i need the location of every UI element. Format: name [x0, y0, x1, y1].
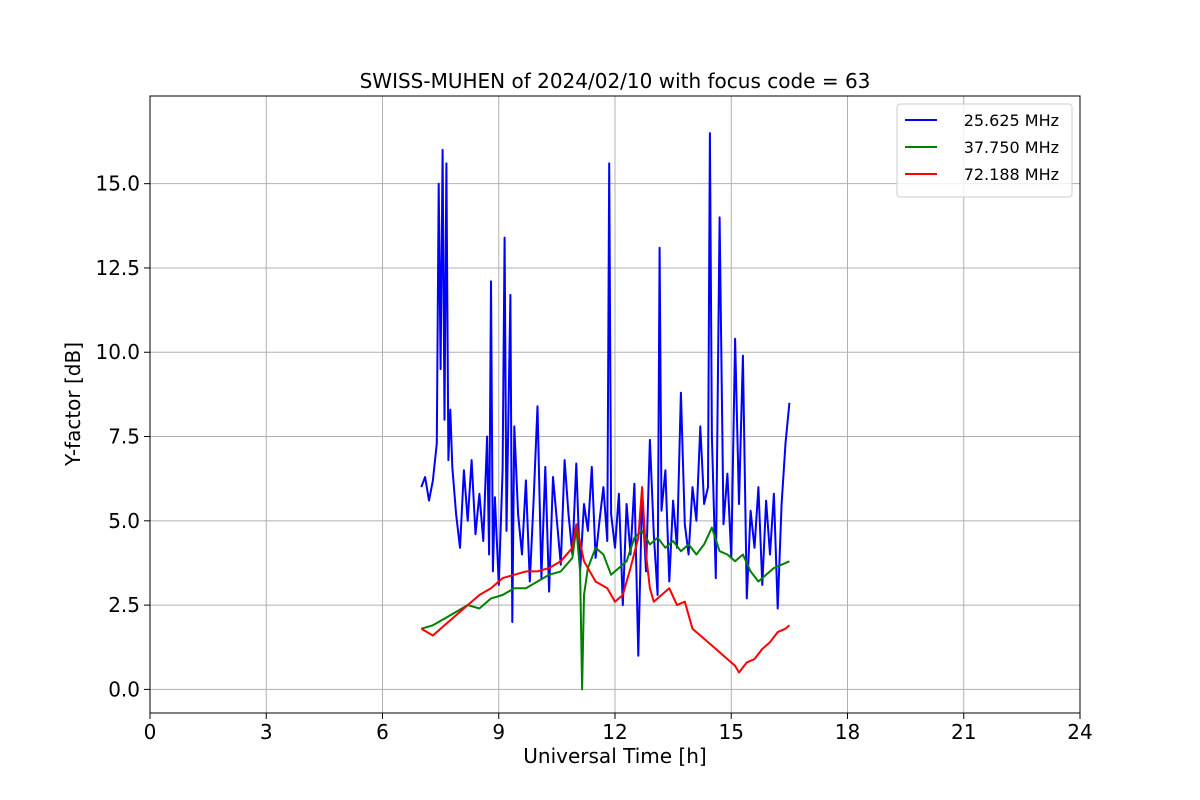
series-line-2 — [421, 526, 790, 691]
y-tick-label: 7.5 — [108, 425, 140, 449]
x-tick-label: 12 — [602, 720, 627, 744]
x-axis: 0 3 6 9 12 15 18 21 24 — [144, 713, 1093, 744]
legend-label: 72.188 MHz — [964, 165, 1059, 184]
x-tick-label: 3 — [260, 720, 273, 744]
y-tick-label: 12.5 — [95, 256, 140, 280]
y-axis-label: Y-factor [dB] — [61, 342, 85, 467]
series-layer — [420, 132, 791, 691]
y-axis: 0.0 2.5 5.0 7.5 10.0 12.5 15.0 — [95, 172, 150, 701]
x-axis-label: Universal Time [h] — [523, 744, 706, 768]
x-tick-label: 24 — [1067, 720, 1092, 744]
y-tick-label: 0.0 — [108, 677, 140, 701]
legend-label: 37.750 MHz — [964, 138, 1059, 157]
x-tick-label: 9 — [492, 720, 505, 744]
legend-box — [896, 103, 1073, 198]
series-line-1 — [420, 132, 791, 657]
legend-label: 25.625 MHz — [964, 111, 1059, 130]
y-tick-label: 15.0 — [95, 172, 140, 196]
y-tick-label: 2.5 — [108, 593, 140, 617]
x-tick-label: 6 — [376, 720, 389, 744]
legend: 25.625 MHz 37.750 MHz 72.188 MHz — [896, 103, 1073, 198]
y-tick-label: 5.0 — [108, 509, 140, 533]
chart-title: SWISS-MUHEN of 2024/02/10 with focus cod… — [360, 69, 871, 93]
x-tick-label: 18 — [835, 720, 860, 744]
x-tick-label: 15 — [719, 720, 744, 744]
series-line-3 — [420, 486, 791, 674]
y-tick-label: 10.0 — [95, 340, 140, 364]
x-tick-label: 0 — [144, 720, 157, 744]
x-tick-label: 21 — [951, 720, 976, 744]
